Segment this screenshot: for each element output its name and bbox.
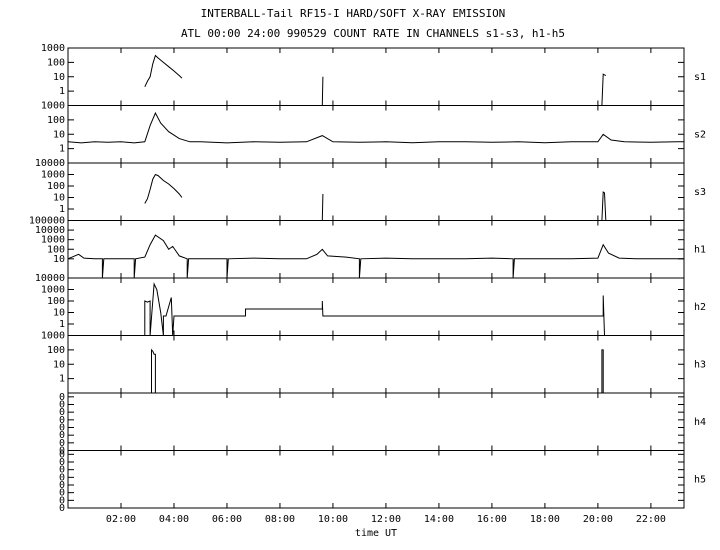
y-tick-label: 1 xyxy=(59,86,65,97)
y-tick-label: 100 xyxy=(47,296,65,307)
y-tick-label: 0 xyxy=(59,400,65,411)
panel-label: s3 xyxy=(694,187,706,198)
y-tick-label: 1000 xyxy=(41,285,65,296)
panel-frame xyxy=(67,105,685,164)
y-tick-label: 1000 xyxy=(41,235,65,246)
y-tick-label: 1 xyxy=(59,374,65,385)
y-tick-label: 0 xyxy=(59,488,65,499)
panel-label: s1 xyxy=(694,72,706,83)
chart-subtitle: ATL 00:00 24:00 990529 COUNT RATE IN CHA… xyxy=(181,27,565,40)
y-tick-label: 100 xyxy=(47,345,65,356)
x-tick-label: 16:00 xyxy=(477,514,507,525)
x-axis-label: time UT xyxy=(355,528,397,539)
x-tick-label: 14:00 xyxy=(424,514,454,525)
y-tick-label: 0 xyxy=(59,457,65,468)
x-tick-label: 02:00 xyxy=(106,514,136,525)
y-tick-label: 10 xyxy=(53,254,65,265)
x-tick-label: 18:00 xyxy=(530,514,560,525)
data-line xyxy=(144,173,607,221)
y-tick-label: 100 xyxy=(47,115,65,126)
x-tick-label: 12:00 xyxy=(371,514,401,525)
panel-label: s2 xyxy=(694,129,706,140)
data-line xyxy=(151,348,604,393)
y-tick-label: 0 xyxy=(59,449,65,460)
x-tick-label: 20:00 xyxy=(583,514,613,525)
y-tick-label: 10 xyxy=(53,359,65,370)
x-tick-label: 08:00 xyxy=(265,514,295,525)
x-tick-label: 22:00 xyxy=(636,514,666,525)
y-tick-label: 100 xyxy=(47,244,65,255)
y-tick-label: 0 xyxy=(59,446,65,457)
panel-label: h1 xyxy=(694,244,706,255)
data-line xyxy=(67,234,684,279)
y-tick-label: 10 xyxy=(53,129,65,140)
y-tick-label: 1000 xyxy=(41,331,65,342)
y-tick-label: 10 xyxy=(53,308,65,319)
panel-frame xyxy=(67,392,685,451)
y-tick-label: 100 xyxy=(47,57,65,68)
panel-label: h5 xyxy=(694,474,706,485)
panel-frame xyxy=(67,220,685,279)
panel-label: h3 xyxy=(694,359,706,370)
y-tick-label: 10000 xyxy=(35,158,65,169)
y-tick-label: 0 xyxy=(59,495,65,506)
y-tick-label: 100 xyxy=(47,181,65,192)
panel-frame xyxy=(67,450,685,509)
y-tick-label: 0 xyxy=(59,415,65,426)
data-line xyxy=(67,111,684,144)
y-tick-label: 1 xyxy=(59,204,65,215)
y-tick-label: 0 xyxy=(59,503,65,514)
x-tick-label: 10:00 xyxy=(318,514,348,525)
data-line xyxy=(144,282,605,336)
panel-frame xyxy=(67,162,685,221)
y-tick-label: 100000 xyxy=(29,216,65,227)
y-tick-label: 1000 xyxy=(41,101,65,112)
panel-frame xyxy=(67,277,685,336)
x-tick-label: 06:00 xyxy=(212,514,242,525)
y-tick-label: 1 xyxy=(59,319,65,330)
y-tick-label: 1 xyxy=(59,144,65,155)
y-tick-label: 0 xyxy=(59,430,65,441)
y-tick-label: 0 xyxy=(59,438,65,449)
panel-label: h4 xyxy=(694,417,706,428)
y-tick-label: 0 xyxy=(59,480,65,491)
panel-frame xyxy=(67,335,685,394)
y-tick-label: 10000 xyxy=(35,225,65,236)
chart-title: INTERBALL-Tail RF15-I HARD/SOFT X-RAY EM… xyxy=(201,7,506,20)
y-tick-label: 0 xyxy=(59,472,65,483)
y-tick-label: 1000 xyxy=(41,170,65,181)
y-tick-label: 10 xyxy=(53,72,65,83)
y-tick-label: 0 xyxy=(59,465,65,476)
y-tick-label: 1000 xyxy=(41,43,65,54)
x-tick-label: 04:00 xyxy=(159,514,189,525)
y-tick-label: 10 xyxy=(53,193,65,204)
y-tick-label: 0 xyxy=(59,423,65,434)
y-tick-label: 10000 xyxy=(35,273,65,284)
y-tick-label: 0 xyxy=(59,392,65,403)
panel-frame xyxy=(67,47,685,106)
y-tick-label: 0 xyxy=(59,407,65,418)
data-line xyxy=(144,54,607,106)
panel-label: h2 xyxy=(694,302,706,313)
